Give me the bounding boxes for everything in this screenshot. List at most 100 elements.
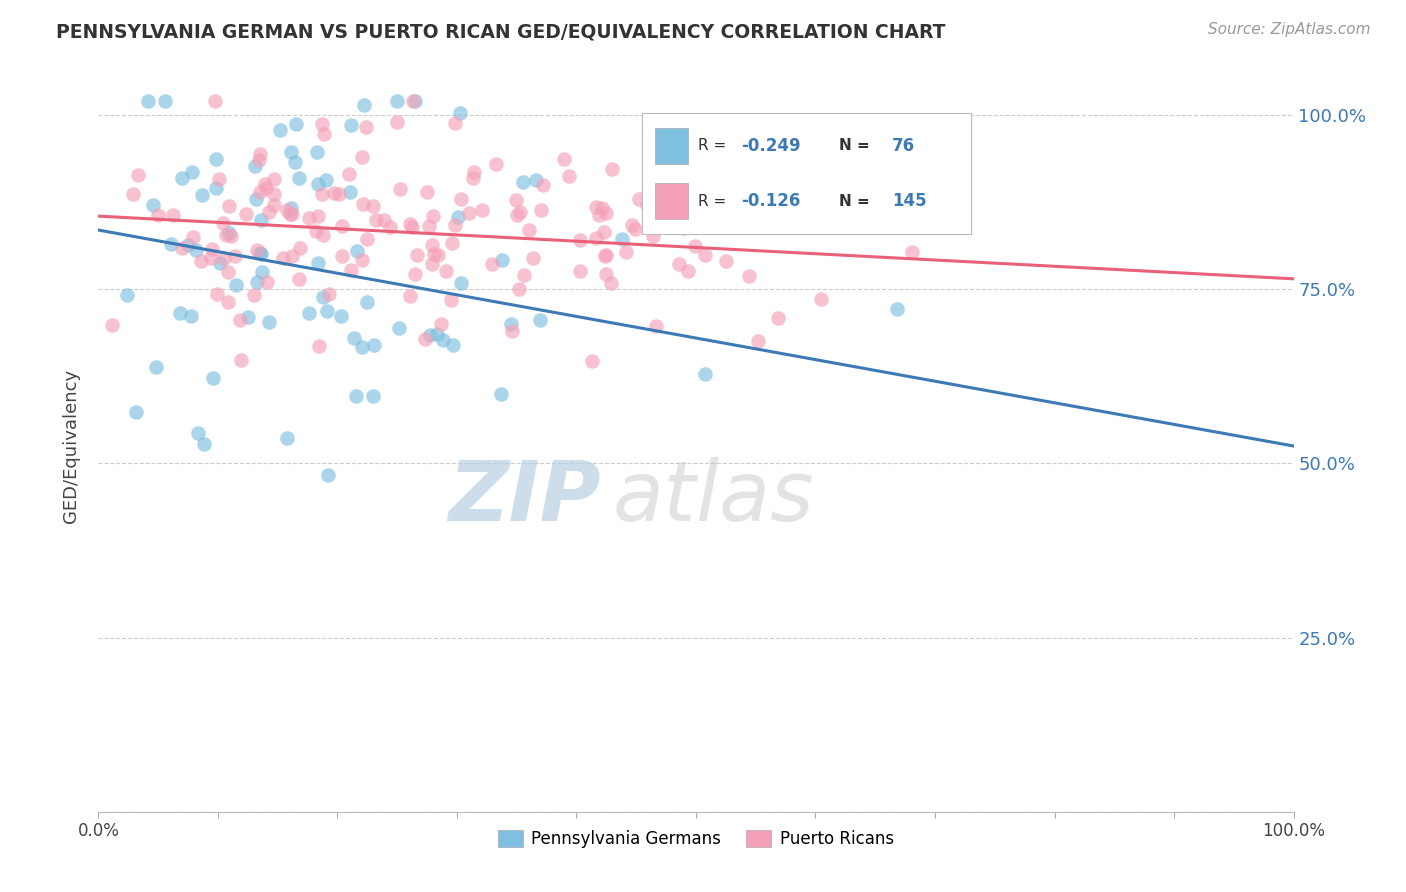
- Point: [204, 94, 226, 108]
- Point: [430, 318, 453, 332]
- Point: [401, 219, 423, 234]
- Point: [145, 359, 167, 374]
- Point: [901, 244, 924, 259]
- Point: [508, 282, 530, 296]
- Point: [568, 233, 591, 247]
- Point: [505, 193, 527, 207]
- Y-axis label: GED/Equivalency: GED/Equivalency: [62, 369, 80, 523]
- Point: [886, 302, 908, 317]
- Point: [522, 252, 544, 266]
- Point: [741, 192, 763, 206]
- Point: [318, 286, 340, 301]
- Point: [440, 236, 463, 251]
- Point: [252, 265, 274, 279]
- Point: [641, 229, 664, 244]
- Point: [404, 268, 426, 282]
- Point: [127, 168, 149, 182]
- Point: [340, 263, 363, 277]
- Point: [404, 94, 426, 108]
- Point: [398, 288, 420, 302]
- Point: [183, 229, 205, 244]
- Point: [278, 206, 301, 220]
- Point: [505, 208, 527, 222]
- Point: [585, 230, 607, 244]
- Point: [343, 331, 366, 345]
- Point: [281, 207, 304, 221]
- Point: [610, 232, 633, 246]
- Point: [200, 251, 222, 265]
- Point: [186, 243, 208, 257]
- Point: [352, 150, 374, 164]
- Point: [385, 94, 408, 108]
- Point: [312, 127, 335, 141]
- Point: [308, 177, 330, 191]
- Point: [328, 187, 350, 202]
- Point: [115, 288, 138, 302]
- Point: [337, 167, 360, 181]
- Point: [747, 334, 769, 348]
- Text: PENNSYLVANIA GERMAN VS PUERTO RICAN GED/EQUIVALENCY CORRELATION CHART: PENNSYLVANIA GERMAN VS PUERTO RICAN GED/…: [56, 22, 946, 41]
- Point: [254, 177, 277, 191]
- Point: [444, 219, 467, 233]
- Point: [591, 202, 613, 216]
- Point: [672, 221, 695, 235]
- Point: [180, 309, 202, 323]
- Point: [236, 310, 259, 324]
- Point: [378, 219, 401, 234]
- Point: [595, 267, 617, 281]
- Point: [388, 182, 411, 196]
- Point: [645, 318, 668, 333]
- Point: [388, 321, 411, 335]
- Point: [491, 387, 513, 401]
- Point: [269, 123, 291, 137]
- Point: [246, 275, 269, 289]
- Point: [530, 202, 553, 217]
- Point: [263, 198, 285, 212]
- Point: [311, 117, 333, 131]
- Point: [263, 186, 285, 201]
- Point: [695, 248, 717, 262]
- Point: [332, 219, 354, 233]
- Point: [202, 370, 225, 384]
- Point: [425, 326, 447, 341]
- Point: [491, 253, 513, 268]
- Point: [406, 248, 429, 262]
- Point: [204, 181, 226, 195]
- Legend: Pennsylvania Germans, Puerto Ricans: Pennsylvania Germans, Puerto Ricans: [492, 823, 900, 855]
- Point: [235, 207, 257, 221]
- Point: [307, 145, 329, 160]
- Point: [569, 264, 592, 278]
- Point: [471, 203, 494, 218]
- Point: [340, 118, 363, 132]
- Point: [444, 116, 467, 130]
- Point: [595, 206, 617, 220]
- Point: [585, 200, 607, 214]
- Point: [485, 157, 508, 171]
- Point: [363, 338, 385, 352]
- Point: [212, 251, 235, 265]
- Point: [693, 368, 716, 382]
- Point: [399, 217, 422, 231]
- Point: [628, 192, 651, 206]
- Point: [373, 213, 395, 227]
- Point: [512, 175, 534, 189]
- Point: [595, 248, 617, 262]
- Point: [187, 426, 209, 441]
- Point: [702, 194, 724, 209]
- Point: [256, 181, 278, 195]
- Point: [288, 170, 311, 185]
- Point: [245, 192, 267, 206]
- Point: [416, 186, 439, 200]
- Point: [457, 206, 479, 220]
- Point: [330, 250, 353, 264]
- Point: [668, 257, 690, 271]
- Point: [361, 389, 384, 403]
- Text: ZIP: ZIP: [447, 457, 600, 538]
- Point: [191, 188, 214, 202]
- Point: [588, 208, 610, 222]
- Point: [205, 286, 228, 301]
- Point: [352, 197, 374, 211]
- Point: [153, 94, 176, 108]
- Point: [162, 208, 184, 222]
- Point: [322, 186, 344, 201]
